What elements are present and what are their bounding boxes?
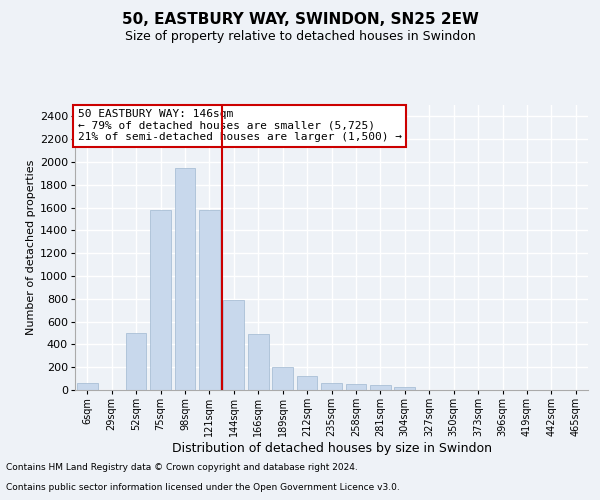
Bar xyxy=(296,376,317,390)
Bar xyxy=(321,383,342,390)
Text: 50 EASTBURY WAY: 146sqm
← 79% of detached houses are smaller (5,725)
21% of semi: 50 EASTBURY WAY: 146sqm ← 79% of detache… xyxy=(77,110,401,142)
Bar xyxy=(175,168,196,390)
Text: Contains public sector information licensed under the Open Government Licence v3: Contains public sector information licen… xyxy=(6,484,400,492)
Bar xyxy=(370,386,391,390)
Bar xyxy=(150,210,171,390)
Bar xyxy=(77,383,98,390)
Y-axis label: Number of detached properties: Number of detached properties xyxy=(26,160,35,335)
Bar xyxy=(223,300,244,390)
Text: Contains HM Land Registry data © Crown copyright and database right 2024.: Contains HM Land Registry data © Crown c… xyxy=(6,464,358,472)
Bar xyxy=(272,367,293,390)
Bar xyxy=(248,334,269,390)
Bar xyxy=(125,333,146,390)
Bar xyxy=(199,210,220,390)
X-axis label: Distribution of detached houses by size in Swindon: Distribution of detached houses by size … xyxy=(172,442,491,455)
Text: Size of property relative to detached houses in Swindon: Size of property relative to detached ho… xyxy=(125,30,475,43)
Bar xyxy=(346,384,367,390)
Bar xyxy=(394,386,415,390)
Text: 50, EASTBURY WAY, SWINDON, SN25 2EW: 50, EASTBURY WAY, SWINDON, SN25 2EW xyxy=(122,12,478,28)
